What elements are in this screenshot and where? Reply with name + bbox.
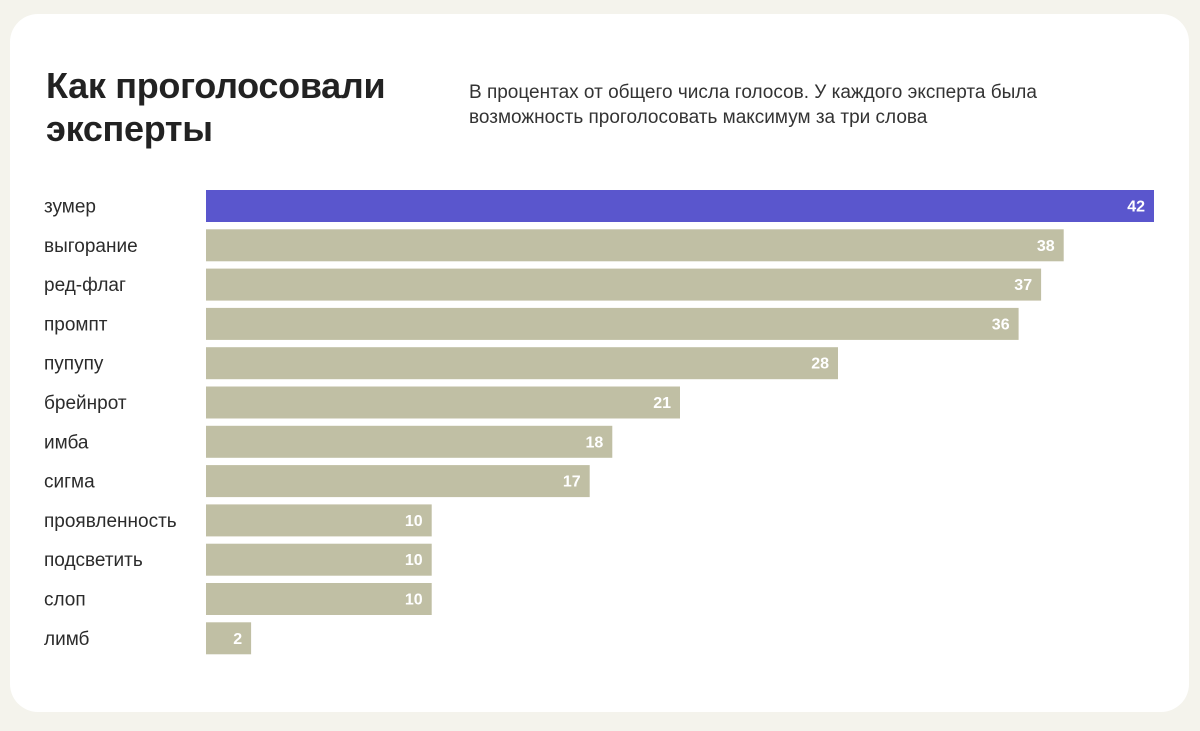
bar-пупупу	[206, 347, 838, 380]
value-label: 10	[405, 552, 423, 569]
category-label: подсветить	[44, 550, 143, 571]
category-label: имба	[44, 432, 89, 453]
category-label: пупупу	[44, 354, 104, 375]
bar-промпт	[206, 307, 1019, 340]
bar-выгорание	[206, 229, 1064, 262]
value-label: 17	[563, 474, 581, 491]
category-label: сигма	[44, 472, 95, 493]
bar-зумер	[206, 190, 1154, 222]
bar-слоп	[206, 583, 432, 615]
bar-подсветить	[206, 543, 432, 576]
category-label: брейнрот	[44, 393, 127, 414]
category-label: слоп	[44, 590, 86, 611]
value-label: 10	[405, 592, 423, 609]
value-label: 28	[811, 356, 829, 373]
bar-проявленность	[206, 504, 432, 537]
value-label: 21	[653, 395, 671, 412]
bar-сигма	[206, 465, 590, 498]
value-label: 37	[1014, 277, 1032, 294]
bar-имба	[206, 425, 613, 458]
category-label: ред-флаг	[44, 275, 126, 296]
value-label: 18	[586, 434, 604, 451]
bar-ред-флаг	[206, 268, 1042, 301]
category-label: лимб	[44, 629, 90, 650]
bar-лимб	[206, 622, 252, 655]
category-label: зумер	[44, 197, 96, 218]
category-label: промпт	[44, 314, 108, 335]
value-label: 10	[405, 513, 423, 530]
category-label: проявленность	[44, 511, 177, 532]
value-label: 38	[1037, 238, 1055, 255]
category-label: выгорание	[44, 236, 138, 257]
value-label: 36	[992, 316, 1010, 333]
value-label: 42	[1127, 199, 1145, 216]
bar-брейнрот	[206, 386, 680, 419]
chart-title: Как проголосовали эксперты	[46, 65, 386, 149]
value-label: 2	[233, 631, 242, 648]
chart-subtitle: В процентах от общего числа голосов. У к…	[469, 82, 1037, 128]
